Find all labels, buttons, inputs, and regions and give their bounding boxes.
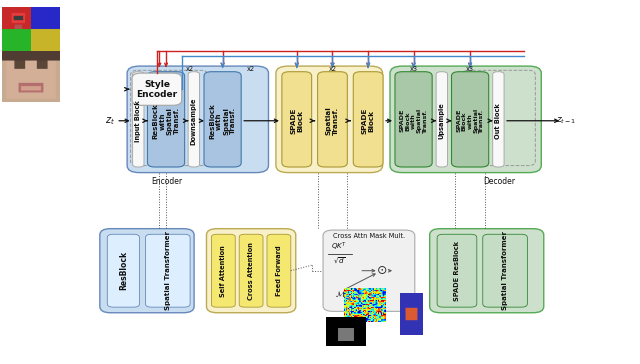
FancyBboxPatch shape xyxy=(145,234,190,307)
FancyBboxPatch shape xyxy=(483,234,527,307)
Text: $z_t$: $z_t$ xyxy=(105,115,115,127)
Text: SPADE
Block: SPADE Block xyxy=(362,108,374,134)
Text: Upsample: Upsample xyxy=(439,102,445,139)
FancyBboxPatch shape xyxy=(127,66,269,173)
Text: Cross Attn Mask Mult.: Cross Attn Mask Mult. xyxy=(333,233,405,239)
FancyBboxPatch shape xyxy=(147,72,185,167)
Text: ResBlock: ResBlock xyxy=(119,251,128,290)
Text: Feed Forward: Feed Forward xyxy=(276,245,282,296)
Text: SPADE
Block
with
Spatial
Transf.: SPADE Block with Spatial Transf. xyxy=(399,108,428,133)
FancyBboxPatch shape xyxy=(211,234,236,307)
FancyBboxPatch shape xyxy=(204,72,241,167)
Text: $z_{t-1}$: $z_{t-1}$ xyxy=(556,115,576,126)
Text: ResBlock
with
Spatial
Transf.: ResBlock with Spatial Transf. xyxy=(209,103,236,139)
Text: Cross Attention: Cross Attention xyxy=(248,242,254,300)
FancyBboxPatch shape xyxy=(239,234,263,307)
FancyBboxPatch shape xyxy=(436,72,447,167)
Text: Spatial
Transf.: Spatial Transf. xyxy=(326,106,339,135)
FancyBboxPatch shape xyxy=(493,72,504,167)
FancyBboxPatch shape xyxy=(267,234,291,307)
FancyBboxPatch shape xyxy=(429,229,544,313)
Text: Spatial Transformer: Spatial Transformer xyxy=(164,231,171,310)
FancyBboxPatch shape xyxy=(390,66,541,173)
Text: ⊙: ⊙ xyxy=(378,264,388,277)
FancyBboxPatch shape xyxy=(451,72,489,167)
FancyBboxPatch shape xyxy=(323,230,415,311)
Text: $\mathcal{M}_N$: $\mathcal{M}_N$ xyxy=(335,289,350,301)
Text: Out Block: Out Block xyxy=(495,103,501,139)
Text: SPADE
Block
with
Spatial
Transf.: SPADE Block with Spatial Transf. xyxy=(456,108,484,133)
Text: SPADE
Block: SPADE Block xyxy=(291,108,303,134)
Text: $QK^T$: $QK^T$ xyxy=(332,241,348,253)
FancyBboxPatch shape xyxy=(282,72,312,167)
Text: x3: x3 xyxy=(410,66,417,72)
FancyBboxPatch shape xyxy=(132,72,144,167)
Text: SPADE ResBlock: SPADE ResBlock xyxy=(454,241,460,301)
FancyBboxPatch shape xyxy=(276,66,383,173)
FancyBboxPatch shape xyxy=(317,72,348,167)
Text: Input Block: Input Block xyxy=(135,100,141,142)
Text: Decoder: Decoder xyxy=(483,177,515,186)
Text: Downsample: Downsample xyxy=(191,97,197,145)
FancyBboxPatch shape xyxy=(207,229,296,313)
Text: Style
Encoder: Style Encoder xyxy=(136,79,177,99)
Text: Self Attention: Self Attention xyxy=(220,245,227,297)
FancyBboxPatch shape xyxy=(188,72,200,167)
Text: x2: x2 xyxy=(247,66,255,72)
FancyBboxPatch shape xyxy=(353,72,383,167)
Text: x2: x2 xyxy=(186,66,194,72)
Text: Spatial Transformer: Spatial Transformer xyxy=(502,231,508,310)
FancyBboxPatch shape xyxy=(437,234,477,307)
Text: ResBlock
with
Spatial
Transf.: ResBlock with Spatial Transf. xyxy=(152,103,180,139)
FancyBboxPatch shape xyxy=(108,234,140,307)
FancyBboxPatch shape xyxy=(132,73,182,105)
FancyBboxPatch shape xyxy=(395,72,432,167)
Text: x3: x3 xyxy=(466,66,474,72)
FancyBboxPatch shape xyxy=(100,229,194,313)
Text: Encoder: Encoder xyxy=(151,177,182,186)
Text: x2: x2 xyxy=(328,66,337,72)
Text: $\sqrt{d}$: $\sqrt{d}$ xyxy=(333,256,346,265)
